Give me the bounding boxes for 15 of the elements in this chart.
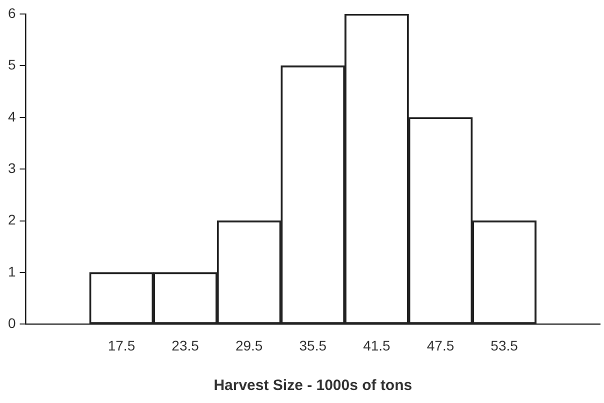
x-tick-label: 47.5 (426, 337, 454, 354)
y-tick-label: 5 (8, 56, 16, 73)
x-tick-label: 35.5 (299, 337, 327, 354)
x-tick-label: 17.5 (108, 337, 136, 354)
y-tick-label: 1 (8, 263, 16, 280)
y-tick-label: 6 (8, 4, 16, 21)
x-tick-label: 29.5 (235, 337, 263, 354)
y-tick-label: 4 (8, 108, 16, 124)
x-tick-label: 53.5 (490, 337, 518, 354)
y-tick-label: 3 (8, 160, 16, 176)
x-tick-label: 41.5 (363, 337, 391, 354)
x-tick-label: 23.5 (172, 337, 200, 354)
x-axis-title: Harvest Size - 1000s of tons (214, 377, 412, 394)
y-tick-label: 0 (8, 315, 16, 332)
y-tick-label: 2 (8, 212, 16, 228)
